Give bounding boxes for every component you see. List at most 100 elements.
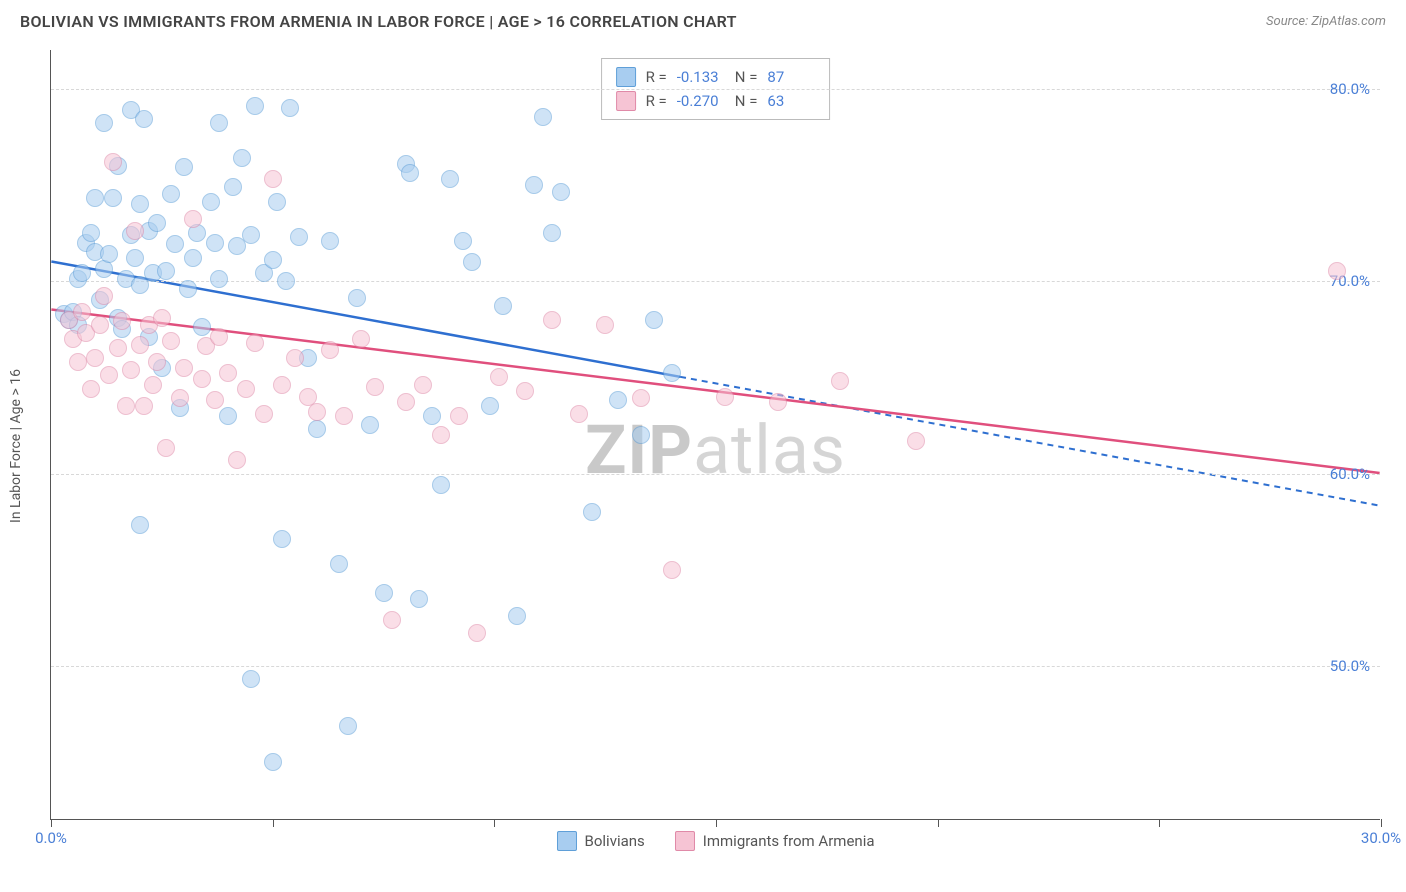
- scatter-point-armenia: [264, 170, 282, 188]
- scatter-point-bolivians: [481, 397, 499, 415]
- scatter-point-armenia: [255, 405, 273, 423]
- scatter-point-armenia: [237, 380, 255, 398]
- x-tick-mark: [273, 819, 274, 827]
- scatter-point-armenia: [122, 361, 140, 379]
- n-value-bolivians: 87: [767, 65, 815, 89]
- scatter-point-armenia: [109, 339, 127, 357]
- scatter-point-bolivians: [401, 164, 419, 182]
- scatter-point-armenia: [135, 397, 153, 415]
- scatter-point-armenia: [91, 316, 109, 334]
- scatter-point-bolivians: [454, 232, 472, 250]
- scatter-point-bolivians: [166, 235, 184, 253]
- scatter-point-armenia: [468, 624, 486, 642]
- scatter-point-bolivians: [543, 224, 561, 242]
- scatter-point-armenia: [366, 378, 384, 396]
- scatter-point-armenia: [490, 368, 508, 386]
- scatter-point-bolivians: [609, 391, 627, 409]
- scatter-point-armenia: [632, 389, 650, 407]
- scatter-point-bolivians: [100, 245, 118, 263]
- x-tick-label: 30.0%: [1361, 829, 1401, 847]
- scatter-point-bolivians: [494, 297, 512, 315]
- scatter-point-armenia: [73, 303, 91, 321]
- y-tick-label: 60.0%: [1330, 465, 1370, 483]
- scatter-point-bolivians: [157, 262, 175, 280]
- legend-label-bolivians: Bolivians: [584, 832, 644, 850]
- x-tick-mark: [494, 819, 495, 827]
- scatter-point-armenia: [206, 391, 224, 409]
- scatter-point-bolivians: [308, 420, 326, 438]
- scatter-point-armenia: [397, 393, 415, 411]
- legend-swatch-bolivians: [556, 831, 576, 851]
- scatter-point-bolivians: [375, 584, 393, 602]
- gridline-horizontal: [51, 89, 1380, 90]
- scatter-point-armenia: [321, 341, 339, 359]
- scatter-point-armenia: [86, 349, 104, 367]
- scatter-point-bolivians: [202, 193, 220, 211]
- scatter-point-bolivians: [361, 416, 379, 434]
- gridline-horizontal: [51, 666, 1380, 667]
- scatter-point-bolivians: [525, 176, 543, 194]
- stats-row-armenia: R =-0.270N =63: [616, 89, 816, 113]
- scatter-point-armenia: [907, 432, 925, 450]
- scatter-point-armenia: [117, 397, 135, 415]
- scatter-point-bolivians: [508, 607, 526, 625]
- bottom-legend: Bolivians Immigrants from Armenia: [556, 831, 874, 851]
- legend-label-armenia: Immigrants from Armenia: [703, 832, 875, 850]
- scatter-point-bolivians: [233, 149, 251, 167]
- scatter-point-bolivians: [104, 189, 122, 207]
- swatch-armenia: [616, 91, 636, 111]
- scatter-point-armenia: [432, 426, 450, 444]
- scatter-point-bolivians: [86, 189, 104, 207]
- scatter-point-bolivians: [242, 226, 260, 244]
- scatter-point-bolivians: [432, 476, 450, 494]
- scatter-point-armenia: [184, 210, 202, 228]
- scatter-point-bolivians: [339, 717, 357, 735]
- scatter-point-bolivians: [242, 670, 260, 688]
- plot-area: ZIPatlas R =-0.133N =87R =-0.270N =63 Bo…: [50, 50, 1380, 820]
- scatter-point-bolivians: [95, 114, 113, 132]
- scatter-point-armenia: [171, 389, 189, 407]
- scatter-point-armenia: [104, 153, 122, 171]
- scatter-point-armenia: [193, 370, 211, 388]
- scatter-point-bolivians: [131, 516, 149, 534]
- scatter-point-bolivians: [148, 214, 166, 232]
- scatter-point-bolivians: [246, 97, 264, 115]
- scatter-point-armenia: [148, 353, 166, 371]
- scatter-point-bolivians: [179, 280, 197, 298]
- scatter-point-bolivians: [264, 251, 282, 269]
- n-value-armenia: 63: [767, 89, 815, 113]
- y-tick-label: 80.0%: [1330, 80, 1370, 98]
- scatter-point-armenia: [162, 332, 180, 350]
- scatter-point-bolivians: [219, 407, 237, 425]
- scatter-point-armenia: [210, 328, 228, 346]
- scatter-point-bolivians: [126, 249, 144, 267]
- x-tick-mark: [938, 819, 939, 827]
- legend-item-armenia: Immigrants from Armenia: [675, 831, 875, 851]
- scatter-point-armenia: [273, 376, 291, 394]
- scatter-point-bolivians: [423, 407, 441, 425]
- scatter-point-armenia: [219, 364, 237, 382]
- scatter-point-bolivians: [410, 590, 428, 608]
- scatter-point-armenia: [144, 376, 162, 394]
- scatter-point-bolivians: [348, 289, 366, 307]
- swatch-bolivians: [616, 67, 636, 87]
- r-label: R =: [646, 89, 667, 113]
- scatter-point-bolivians: [583, 503, 601, 521]
- scatter-point-armenia: [663, 561, 681, 579]
- scatter-point-armenia: [414, 376, 432, 394]
- scatter-point-bolivians: [210, 114, 228, 132]
- scatter-point-armenia: [596, 316, 614, 334]
- scatter-point-bolivians: [131, 195, 149, 213]
- scatter-point-armenia: [352, 330, 370, 348]
- scatter-point-bolivians: [193, 318, 211, 336]
- scatter-point-bolivians: [632, 426, 650, 444]
- legend-swatch-armenia: [675, 831, 695, 851]
- legend-item-bolivians: Bolivians: [556, 831, 644, 851]
- scatter-point-armenia: [286, 349, 304, 367]
- y-tick-label: 50.0%: [1330, 657, 1370, 675]
- scatter-point-armenia: [246, 334, 264, 352]
- scatter-point-armenia: [308, 403, 326, 421]
- stats-row-bolivians: R =-0.133N =87: [616, 65, 816, 89]
- scatter-point-bolivians: [210, 270, 228, 288]
- chart-source: Source: ZipAtlas.com: [1266, 14, 1386, 29]
